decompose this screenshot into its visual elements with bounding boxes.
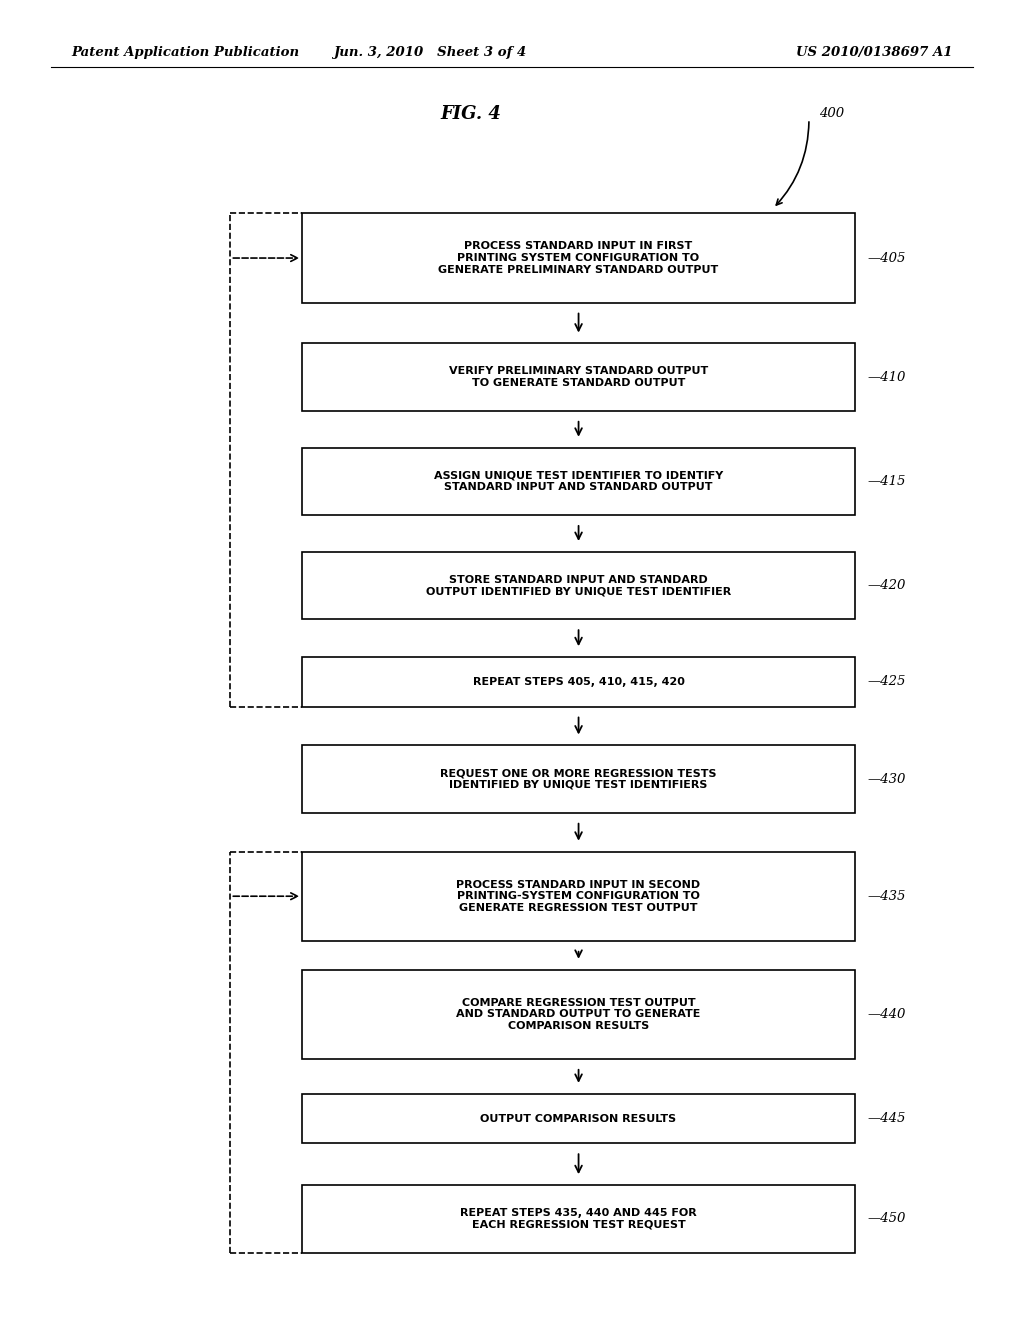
Bar [302, 343, 855, 411]
Text: REQUEST ONE OR MORE REGRESSION TESTS
IDENTIFIED BY UNIQUE TEST IDENTIFIERS: REQUEST ONE OR MORE REGRESSION TESTS IDE… [440, 768, 717, 789]
Bar [302, 214, 855, 302]
Text: PROCESS STANDARD INPUT IN SECOND
PRINTING-SYSTEM CONFIGURATION TO
GENERATE REGRE: PROCESS STANDARD INPUT IN SECOND PRINTIN… [457, 879, 700, 913]
Text: FIG. 4: FIG. 4 [440, 106, 502, 123]
Text: STORE STANDARD INPUT AND STANDARD
OUTPUT IDENTIFIED BY UNIQUE TEST IDENTIFIER: STORE STANDARD INPUT AND STANDARD OUTPUT… [426, 574, 731, 597]
Bar [302, 657, 855, 706]
Text: REPEAT STEPS 405, 410, 415, 420: REPEAT STEPS 405, 410, 415, 420 [473, 677, 684, 686]
Bar [302, 970, 855, 1059]
Text: —425: —425 [867, 676, 905, 688]
Text: ASSIGN UNIQUE TEST IDENTIFIER TO IDENTIFY
STANDARD INPUT AND STANDARD OUTPUT: ASSIGN UNIQUE TEST IDENTIFIER TO IDENTIF… [434, 470, 723, 492]
Bar [302, 851, 855, 941]
Text: VERIFY PRELIMINARY STANDARD OUTPUT
TO GENERATE STANDARD OUTPUT: VERIFY PRELIMINARY STANDARD OUTPUT TO GE… [449, 367, 709, 388]
Bar [302, 552, 855, 619]
Text: —435: —435 [867, 890, 905, 903]
Text: —410: —410 [867, 371, 905, 384]
Bar [302, 1185, 855, 1253]
Text: US 2010/0138697 A1: US 2010/0138697 A1 [796, 46, 952, 59]
Bar [302, 1094, 855, 1143]
Text: REPEAT STEPS 435, 440 AND 445 FOR
EACH REGRESSION TEST REQUEST: REPEAT STEPS 435, 440 AND 445 FOR EACH R… [460, 1208, 697, 1229]
Text: —445: —445 [867, 1111, 905, 1125]
Text: —440: —440 [867, 1007, 905, 1020]
Bar [302, 746, 855, 813]
Text: —450: —450 [867, 1212, 905, 1225]
Text: —415: —415 [867, 475, 905, 488]
Text: COMPARE REGRESSION TEST OUTPUT
AND STANDARD OUTPUT TO GENERATE
COMPARISON RESULT: COMPARE REGRESSION TEST OUTPUT AND STAND… [457, 998, 700, 1031]
Text: 400: 400 [819, 107, 845, 120]
Text: —405: —405 [867, 252, 905, 264]
Text: —430: —430 [867, 772, 905, 785]
Text: Jun. 3, 2010   Sheet 3 of 4: Jun. 3, 2010 Sheet 3 of 4 [334, 46, 526, 59]
Text: —420: —420 [867, 579, 905, 593]
Text: Patent Application Publication: Patent Application Publication [72, 46, 300, 59]
Bar [302, 447, 855, 515]
Text: PROCESS STANDARD INPUT IN FIRST
PRINTING SYSTEM CONFIGURATION TO
GENERATE PRELIM: PROCESS STANDARD INPUT IN FIRST PRINTING… [438, 242, 719, 275]
Text: OUTPUT COMPARISON RESULTS: OUTPUT COMPARISON RESULTS [480, 1114, 677, 1123]
